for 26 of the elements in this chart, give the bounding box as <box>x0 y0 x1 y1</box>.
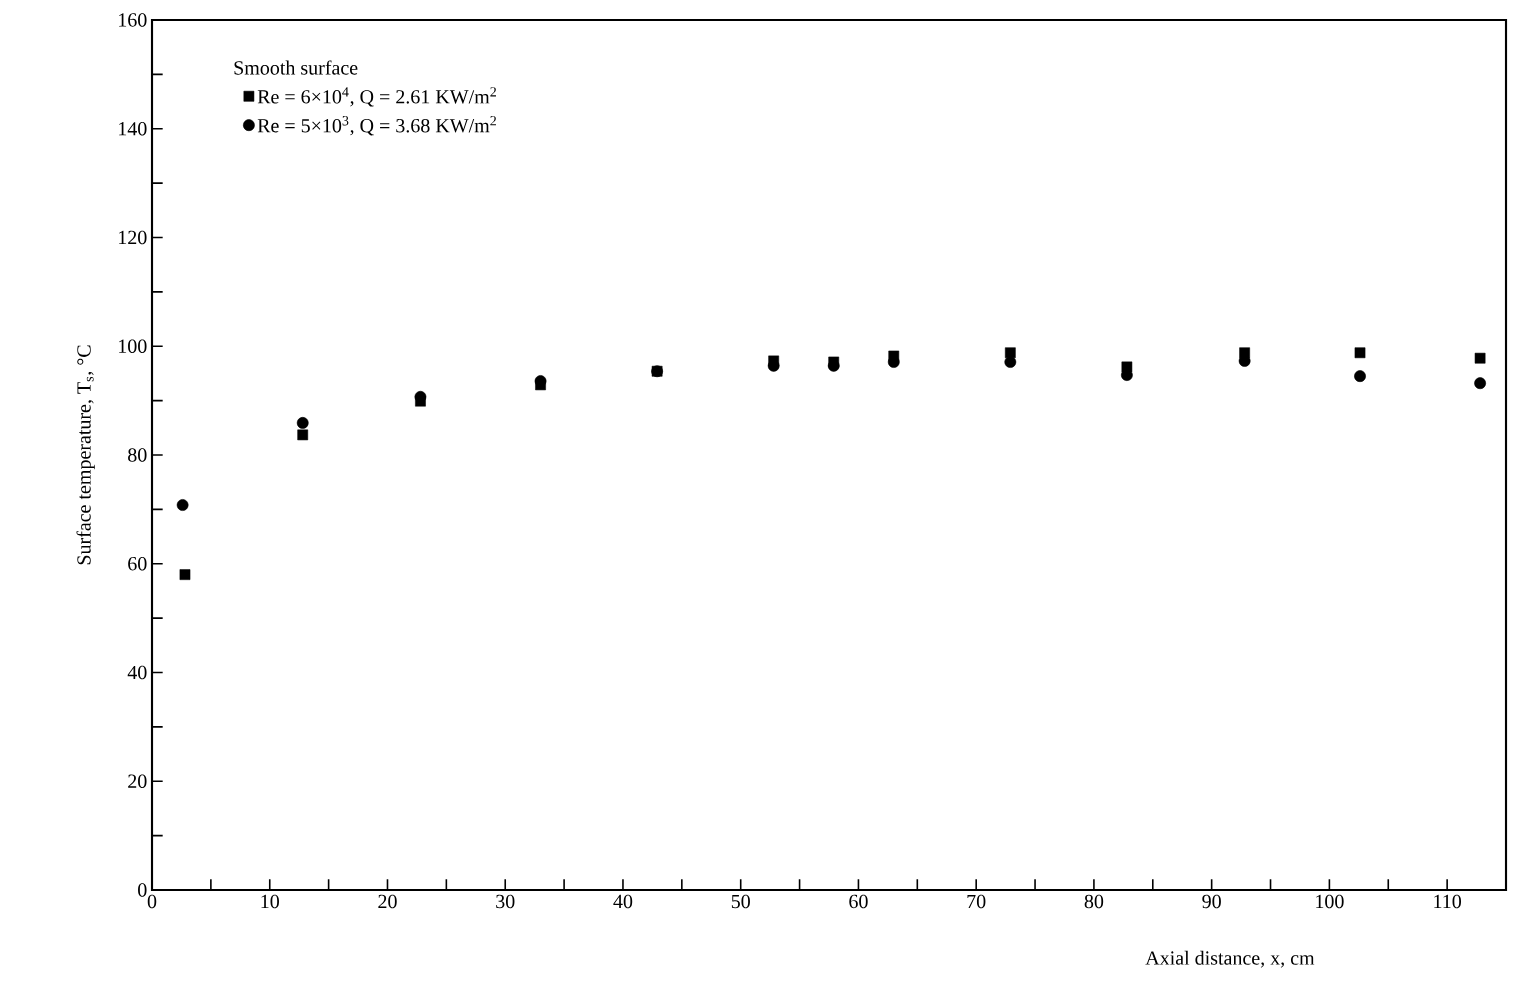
x-tick-label: 30 <box>496 894 515 909</box>
y-tick-label: 80 <box>128 448 147 462</box>
x-tick-label: 90 <box>1202 894 1221 909</box>
y-tick-label: 40 <box>127 665 147 680</box>
x-tick-label: 50 <box>731 894 750 909</box>
legend-title: Smooth surface <box>234 60 358 75</box>
y-tick-label: 120 <box>119 230 147 245</box>
legend-label: Re = 6×10$^{4}$, Q = 2.61 KW/m$^{2}$ <box>257 87 496 107</box>
x-tick-label: 110 <box>1434 894 1462 909</box>
x-tick-label: 20 <box>378 894 397 909</box>
x-tick-label: 70 <box>967 894 986 909</box>
y-tick-label: 20 <box>128 774 147 788</box>
x-tick-label: 0 <box>147 894 157 909</box>
x-tick-label: 60 <box>849 894 868 909</box>
x-tick-label: 40 <box>613 894 633 909</box>
legend-label: Re = 5×10$^{3}$, Q = 3.68 KW/m$^{2}$ <box>257 116 496 136</box>
y-tick-label: 0 <box>138 883 147 897</box>
y-tick-label: 60 <box>128 556 147 571</box>
x-tick-label: 10 <box>261 894 279 909</box>
y-axis-title: Surface temperature, T$_{s}$, °C <box>76 345 95 565</box>
x-tick-label: 80 <box>1084 894 1104 909</box>
x-tick-label: 100 <box>1316 894 1344 909</box>
y-tick-label: 100 <box>119 339 147 353</box>
y-tick-label: 140 <box>119 121 147 136</box>
y-tick-label: 160 <box>119 13 147 27</box>
x-axis-title: Axial distance, x, cm <box>1145 950 1315 968</box>
